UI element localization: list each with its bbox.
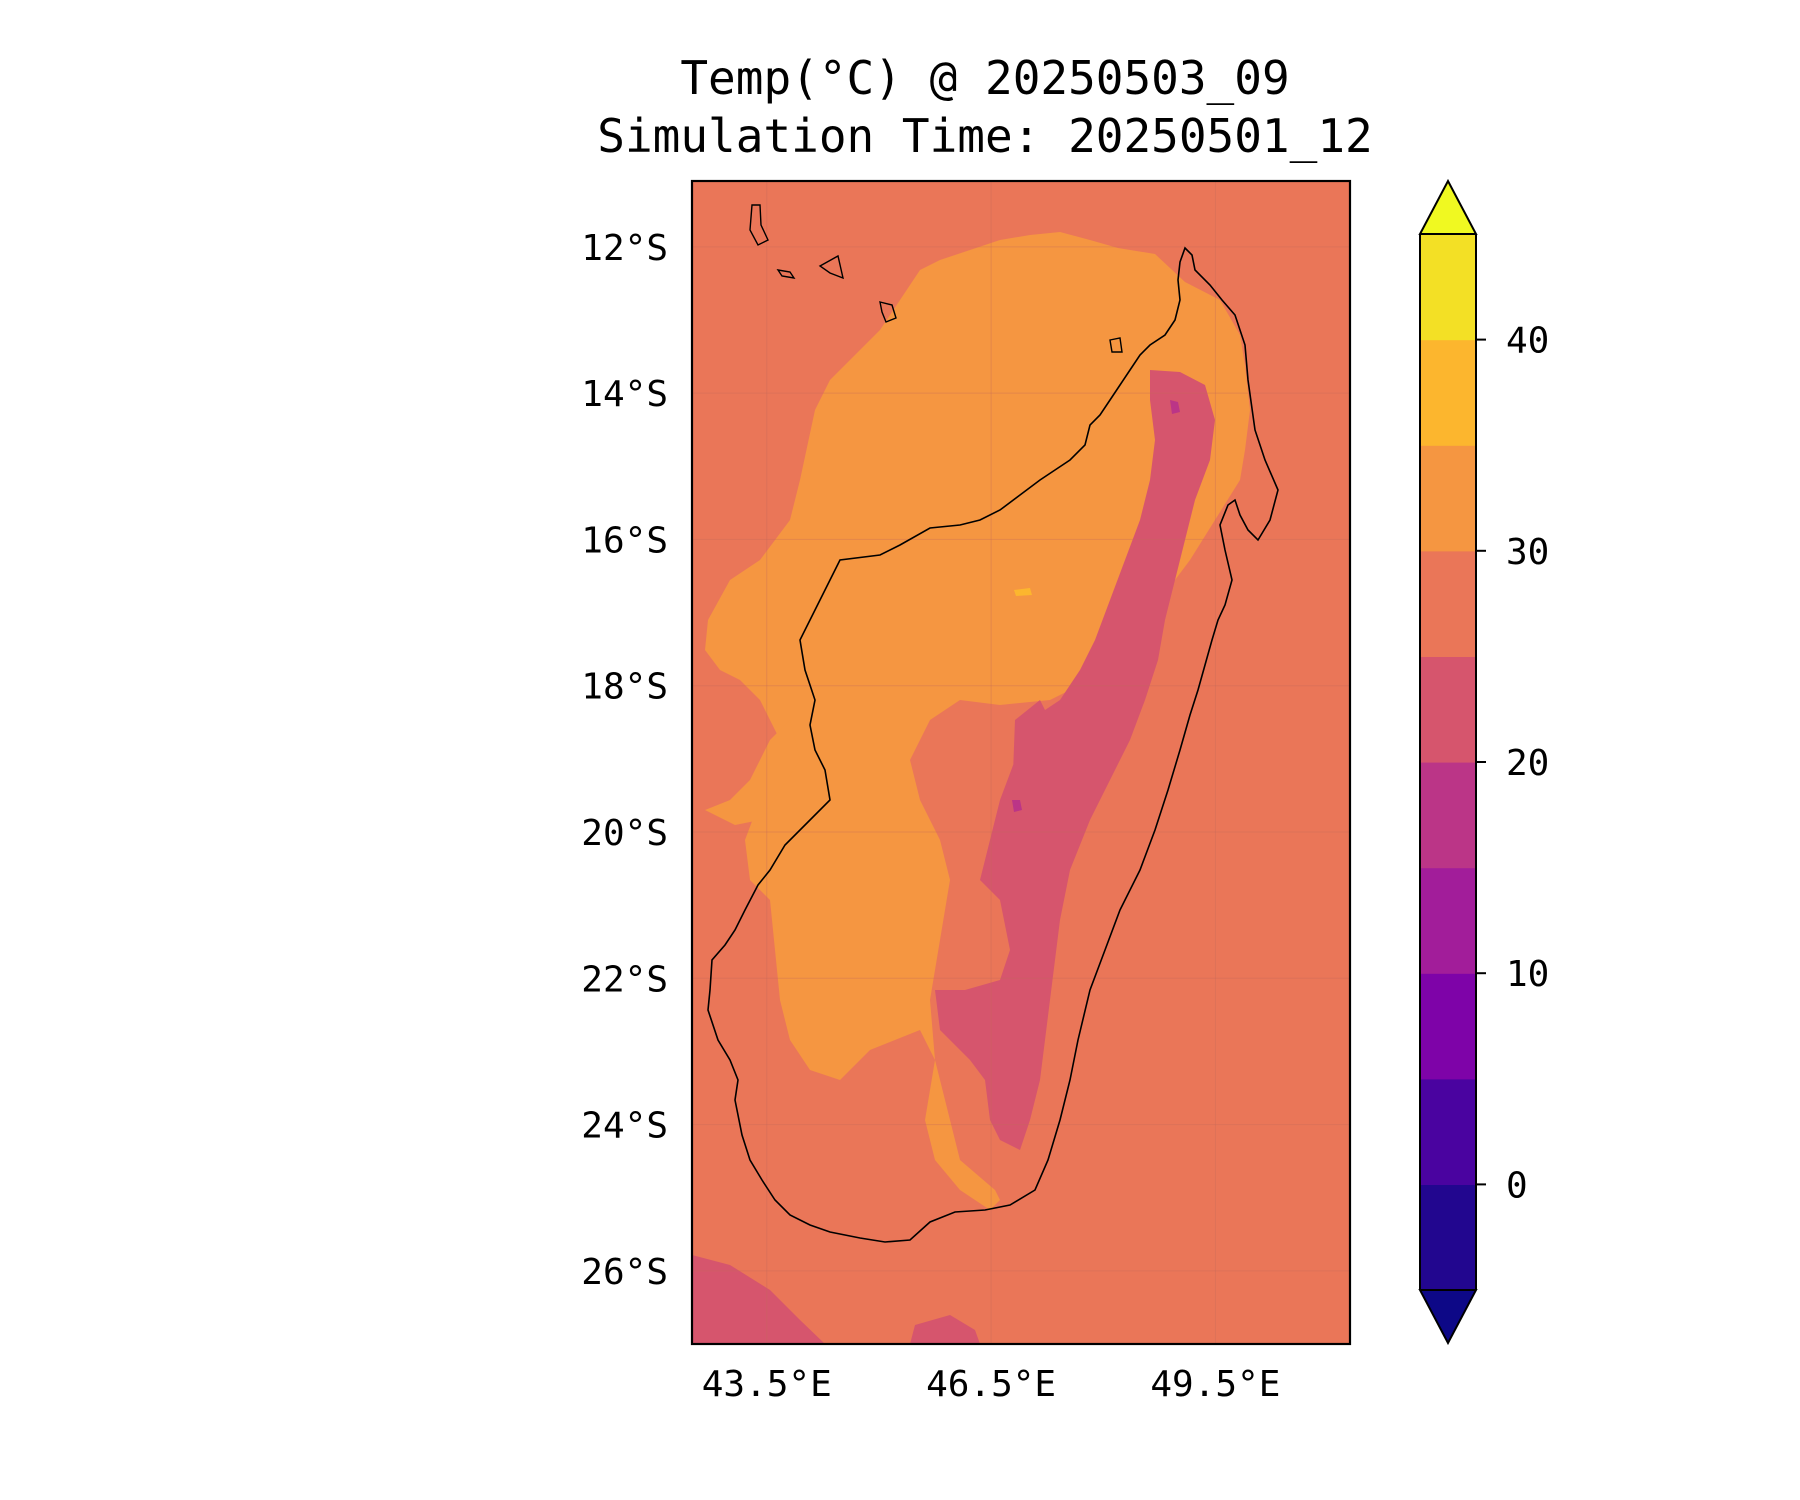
island-outline — [818, 254, 844, 280]
colorbar-tick-label: 0 — [1506, 1165, 1528, 1206]
map-frame — [690, 179, 1352, 1346]
lat-tick-label: 20°S — [581, 813, 668, 854]
island-outline — [879, 301, 897, 323]
lat-tick-label: 12°S — [581, 228, 668, 269]
map-title: Temp(°C) @ 20250503_09 — [680, 51, 1290, 105]
lat-tick-label: 16°S — [581, 520, 668, 561]
colorbar-extend-max — [1418, 178, 1478, 235]
lat-tick-label: 24°S — [581, 1106, 668, 1147]
colorbar-tick-label: 40 — [1506, 321, 1549, 362]
temperature-band-20-25 — [935, 370, 1215, 1150]
colorbar-segment — [1420, 445, 1476, 552]
temperature-band-30-35 — [705, 232, 1250, 1210]
colorbar-segment — [1420, 1184, 1476, 1291]
colorbar-segment — [1420, 656, 1476, 763]
colorbar-extend-min — [1418, 1289, 1478, 1346]
temperature-band-20-25-ocean — [692, 1255, 825, 1344]
colorbar-tick-label: 30 — [1506, 532, 1549, 573]
colorbar-tick-label: 10 — [1506, 954, 1549, 995]
temperature-band-15-20-spot — [1170, 400, 1180, 414]
colorbar-segment — [1420, 973, 1476, 1080]
colorbar-segment — [1420, 762, 1476, 869]
colorbar-tick-label: 20 — [1506, 743, 1549, 784]
colorbar-segment — [1420, 1078, 1476, 1185]
island-outline — [776, 269, 796, 279]
colorbar-segment — [1420, 550, 1476, 657]
temperature-band-35-40-spot — [1014, 588, 1032, 596]
lon-tick-label: 46.5°E — [926, 1364, 1056, 1405]
lat-tick-label: 14°S — [581, 374, 668, 415]
map-gridlines — [692, 181, 1350, 1344]
island-outline — [1109, 337, 1123, 353]
map-area — [692, 181, 1350, 1344]
colorbar: 0 10 20 30 40 — [1418, 178, 1549, 1346]
lon-tick-label: 43.5°E — [702, 1364, 832, 1405]
longitude-axis: 43.5°E 46.5°E 49.5°E — [702, 1364, 1281, 1405]
temperature-band-20-25-ocean — [910, 1315, 980, 1344]
lat-tick-label: 18°S — [581, 667, 668, 708]
colorbar-segment — [1420, 339, 1476, 446]
temperature-band-30-35-ocean — [705, 720, 800, 825]
coastline — [707, 246, 1279, 1243]
colorbar-segment — [1420, 867, 1476, 974]
lon-tick-label: 49.5°E — [1150, 1364, 1280, 1405]
temperature-band-15-20-spot — [1012, 800, 1022, 812]
island-outline — [749, 204, 769, 246]
latitude-axis: 12°S 14°S 16°S 18°S 20°S 22°S 24°S 26°S — [581, 228, 668, 1293]
colorbar-segment — [1420, 234, 1476, 341]
map-subtitle: Simulation Time: 20250501_12 — [597, 109, 1373, 163]
lat-tick-label: 26°S — [581, 1252, 668, 1293]
lat-tick-label: 22°S — [581, 959, 668, 1000]
